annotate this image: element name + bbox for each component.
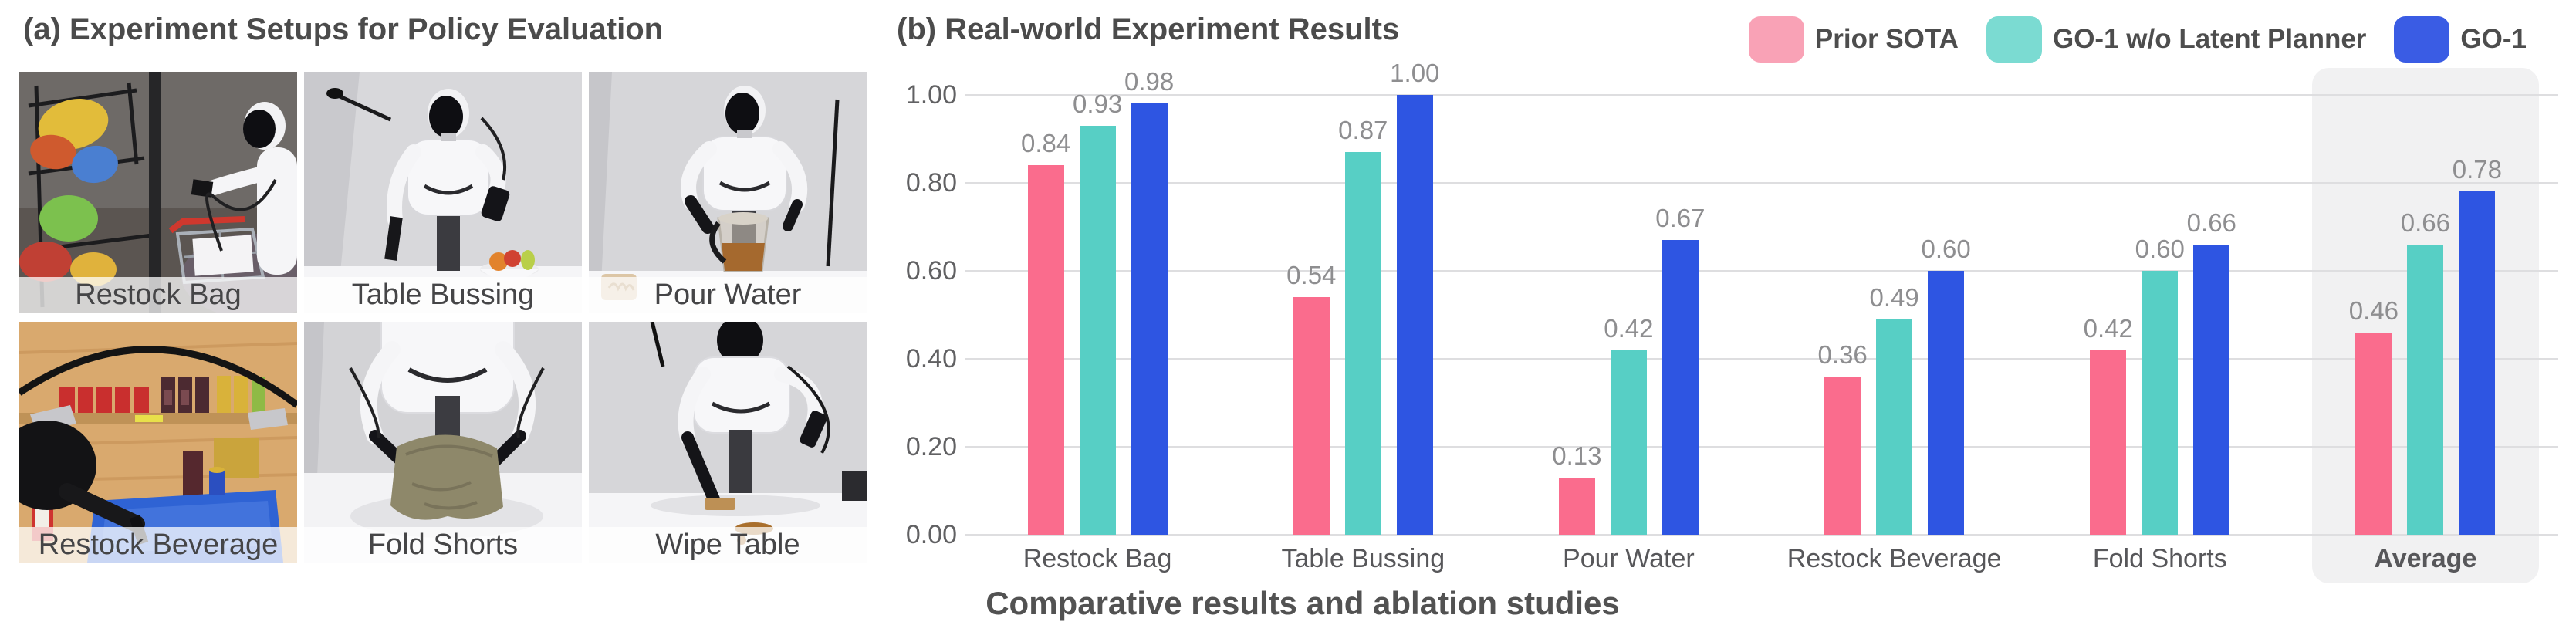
x-category-label-pour-water: Pour Water — [1563, 544, 1695, 573]
legend-item-prior-sota: Prior SOTA — [1748, 16, 1959, 63]
x-category-label-restock-bag: Restock Bag — [1023, 544, 1172, 573]
x-category-label-table-bussing: Table Bussing — [1281, 544, 1445, 573]
bar-value-label: 0.78 — [2452, 155, 2502, 184]
bar-value-label: 0.49 — [1869, 282, 1919, 312]
photo-tile-pour-water: Pour Water — [589, 72, 867, 313]
figure-caption: Comparative results and ablation studies — [985, 585, 1620, 621]
photo-tile-fold-shorts: Fold Shorts — [304, 322, 582, 563]
photo-label: Pour Water — [589, 277, 867, 313]
gridline-0.40 — [965, 358, 2558, 360]
panel-a-title: (a) Experiment Setups for Policy Evaluat… — [23, 12, 664, 46]
gridline-0.80 — [965, 182, 2558, 184]
photo-tile-wipe-table: Wipe Table — [589, 322, 867, 563]
bar-prior-sota-restock-beverage — [1824, 376, 1861, 535]
y-tick-label: 0.00 — [905, 520, 957, 549]
bar-value-label: 0.60 — [1921, 235, 1971, 263]
bar-value-label: 0.60 — [2135, 235, 2185, 263]
legend-label: GO-1 w/o Latent Planner — [2052, 24, 2367, 54]
photo-scene-restock-bag — [19, 72, 297, 313]
bar-prior-sota-pour-water — [1558, 477, 1595, 535]
legend-swatch-go-1-w-o-latent-planner — [1986, 16, 2042, 63]
photo-tile-table-bussing: Table Bussing — [304, 72, 582, 313]
bar-go-1-w-o-latent-planner-pour-water — [1610, 350, 1647, 535]
bar-go-1-w-o-latent-planner-table-bussing — [1344, 152, 1381, 535]
bar-value-label: 0.13 — [1552, 441, 1602, 470]
bar-value-label: 0.98 — [1124, 67, 1175, 96]
legend-swatch-go-1 — [2394, 16, 2450, 63]
bar-value-label: 0.66 — [2186, 208, 2236, 237]
x-category-label-average: Average — [2374, 544, 2477, 573]
photo-label: Fold Shorts — [304, 527, 582, 563]
gridline-0.20 — [965, 446, 2558, 448]
bar-value-label: 0.46 — [2348, 296, 2399, 325]
bar-go-1-w-o-latent-planner-fold-shorts — [2142, 271, 2179, 535]
photo-grid: Restock Bag Table Bussing Pour Water Res… — [19, 72, 867, 563]
bar-prior-sota-average — [2355, 332, 2392, 535]
bar-prior-sota-fold-shorts — [2090, 350, 2127, 535]
panel-b-title: (b) Real-world Experiment Results — [897, 12, 1400, 46]
legend-label: GO-1 — [2460, 24, 2527, 54]
bar-go-1-table-bussing — [1396, 95, 1433, 535]
x-category-label-fold-shorts: Fold Shorts — [2092, 544, 2227, 573]
photo-label: Restock Bag — [19, 277, 297, 313]
legend-item-go-1-w-o-latent-planner: GO-1 w/o Latent Planner — [1986, 16, 2366, 63]
y-tick-label: 0.40 — [905, 344, 957, 373]
y-tick-label: 0.60 — [905, 256, 957, 286]
bar-go-1-restock-beverage — [1928, 271, 1965, 535]
bar-value-label: 0.54 — [1286, 261, 1337, 290]
legend-label: Prior SOTA — [1814, 24, 1959, 54]
photo-tile-restock-beverage: Restock Beverage — [19, 322, 297, 563]
bar-value-label: 0.42 — [1604, 313, 1654, 343]
legend-swatch-prior-sota — [1748, 16, 1804, 63]
bar-go-1-restock-bag — [1131, 103, 1168, 535]
chart-legend: Prior SOTA GO-1 w/o Latent Planner GO-1 — [1748, 14, 2527, 65]
bar-prior-sota-restock-bag — [1027, 165, 1064, 535]
gridline-1.00 — [965, 94, 2558, 96]
bar-prior-sota-table-bussing — [1293, 297, 1330, 535]
bar-go-1-average — [2459, 191, 2496, 535]
photo-label: Table Bussing — [304, 277, 582, 313]
bar-value-label: 0.36 — [1817, 340, 1868, 369]
bar-value-label: 0.67 — [1655, 204, 1706, 233]
photo-label: Wipe Table — [589, 527, 867, 563]
bar-go-1-pour-water — [1662, 240, 1699, 535]
bar-value-label: 0.66 — [2400, 208, 2450, 237]
bar-go-1-w-o-latent-planner-restock-beverage — [1876, 319, 1913, 535]
gridline-0.60 — [965, 270, 2558, 272]
x-category-label-restock-beverage: Restock Beverage — [1787, 544, 2002, 573]
bar-value-label: 0.42 — [2083, 313, 2133, 343]
y-tick-label: 0.80 — [905, 168, 957, 198]
photo-label: Restock Beverage — [19, 527, 297, 563]
bar-go-1-fold-shorts — [2193, 244, 2230, 535]
photo-tile-restock-bag: Restock Bag — [19, 72, 297, 313]
legend-item-go-1: GO-1 — [2394, 16, 2527, 63]
bar-value-label: 1.00 — [1390, 59, 1440, 87]
bar-value-label: 0.84 — [1020, 129, 1071, 158]
gridline-0.00 — [965, 534, 2558, 536]
y-tick-label: 1.00 — [905, 80, 957, 110]
bar-value-label: 0.93 — [1072, 89, 1123, 118]
bar-go-1-w-o-latent-planner-restock-bag — [1079, 125, 1116, 535]
bar-value-label: 0.87 — [1338, 116, 1388, 145]
bar-go-1-w-o-latent-planner-average — [2407, 244, 2444, 535]
y-tick-label: 0.20 — [905, 432, 957, 461]
